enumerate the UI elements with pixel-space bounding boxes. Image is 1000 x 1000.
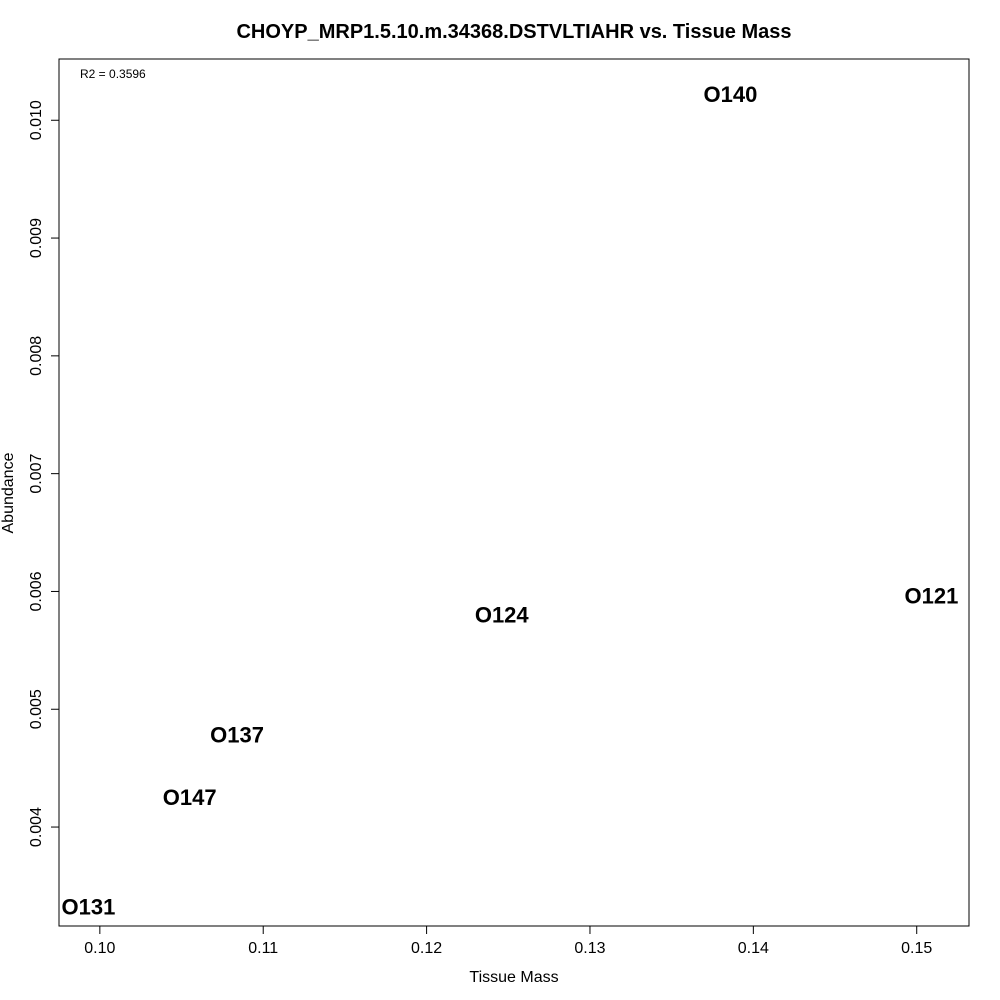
data-point-label: O137 <box>210 723 264 748</box>
data-points: O140 O121 O124 O137 O147 O131 <box>61 82 958 920</box>
y-tick-label: 0.004 <box>28 807 45 847</box>
data-point-label: O121 <box>905 584 959 609</box>
x-axis: 0.10 0.11 0.12 0.13 0.14 0.15 <box>84 925 932 957</box>
y-tick-label: 0.007 <box>28 454 45 494</box>
r2-annotation: R2 = 0.3596 <box>80 67 146 81</box>
data-point-label: O140 <box>704 82 758 107</box>
y-tick-label: 0.005 <box>28 689 45 729</box>
y-tick-label: 0.008 <box>28 336 45 376</box>
x-tick-label: 0.15 <box>901 940 932 957</box>
y-axis: 0.004 0.005 0.006 0.007 0.008 0.009 0.010 <box>28 100 60 847</box>
x-tick-label: 0.14 <box>738 940 769 957</box>
y-axis-label: Abundance <box>0 452 17 533</box>
y-tick-label: 0.006 <box>28 571 45 611</box>
y-tick-label: 0.009 <box>28 218 45 258</box>
x-tick-label: 0.12 <box>411 940 442 957</box>
data-point-label: O147 <box>163 785 217 810</box>
data-point-label: O124 <box>475 603 530 628</box>
x-tick-label: 0.13 <box>574 940 605 957</box>
chart-title: CHOYP_MRP1.5.10.m.34368.DSTVLTIAHR vs. T… <box>236 21 791 43</box>
data-point-label: O131 <box>61 895 115 920</box>
x-tick-label: 0.10 <box>84 940 115 957</box>
y-tick-label: 0.010 <box>28 100 45 140</box>
x-axis-label: Tissue Mass <box>469 969 558 986</box>
x-tick-label: 0.11 <box>248 940 278 957</box>
